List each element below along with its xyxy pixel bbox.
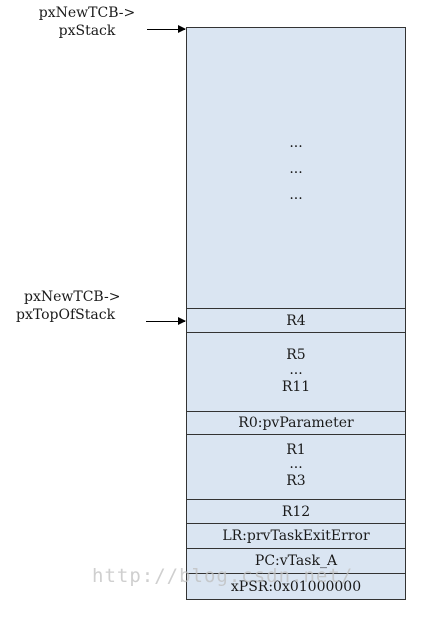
cell-r1-r3: R1 ... R3	[186, 434, 406, 500]
cell-r1-label: R1	[286, 442, 306, 458]
top-of-stack-label: pxNewTCB-> pxTopOfStack	[16, 288, 154, 324]
ellipsis-2: ...	[289, 161, 303, 177]
cell-r4: R4	[186, 308, 406, 333]
cell-r12-label: R12	[281, 503, 311, 520]
ellipsis-1: ...	[289, 135, 303, 151]
watermark-text: http://blog.csdn.net/	[92, 565, 354, 587]
cell-pc: PC:vTask_A	[186, 548, 406, 574]
top-of-stack-label-line2: pxTopOfStack	[16, 307, 116, 323]
cell-r11-label: R11	[281, 379, 311, 395]
ellipsis-3: ...	[289, 187, 303, 203]
stack-pointer-label-line1: pxNewTCB->	[38, 5, 136, 21]
cell-lr: LR:prvTaskExitError	[186, 523, 406, 549]
cell-r12: R12	[186, 499, 406, 524]
top-of-stack-label-line1: pxNewTCB->	[24, 289, 121, 305]
top-of-stack-arrow	[146, 317, 186, 325]
cell-r4-label: R4	[286, 312, 306, 329]
cell-xpsr-label: xPSR:0x01000000	[230, 578, 362, 595]
cell-r1-r3-ellipsis: ...	[289, 456, 303, 472]
cell-r5-label: R5	[286, 347, 306, 363]
cell-r3-label: R3	[286, 473, 306, 489]
cell-r5-r11: R5 ... R11	[186, 332, 406, 412]
cell-xpsr: xPSR:0x01000000	[186, 573, 406, 600]
cell-r0: R0:pvParameter	[186, 411, 406, 435]
stack-pointer-label: pxNewTCB-> pxStack	[32, 4, 142, 40]
cell-lr-label: LR:prvTaskExitError	[222, 528, 370, 544]
stack-pointer-label-line2: pxStack	[58, 23, 116, 39]
cell-pc-label: PC:vTask_A	[254, 553, 338, 569]
cell-r5-r11-ellipsis: ...	[289, 362, 303, 378]
cell-r0-label: R0:pvParameter	[238, 415, 354, 431]
stack-unused-region: ... ... ...	[186, 130, 406, 208]
stack-pointer-arrow	[147, 25, 186, 33]
